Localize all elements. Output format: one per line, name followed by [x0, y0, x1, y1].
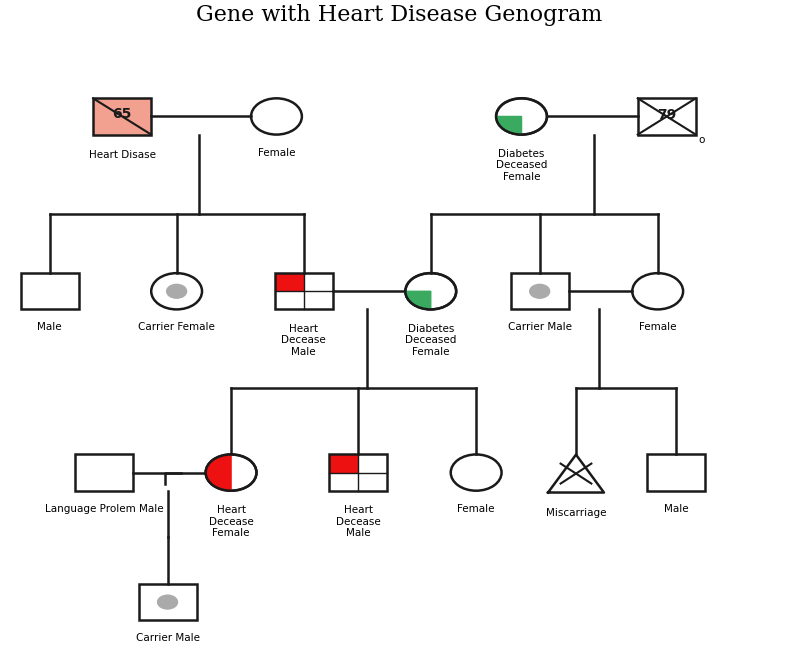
Text: Carrier Male: Carrier Male — [508, 322, 571, 332]
Text: Female: Female — [258, 148, 295, 158]
Circle shape — [496, 99, 547, 135]
Text: 79: 79 — [657, 107, 677, 121]
Text: Miscarriage: Miscarriage — [546, 508, 606, 518]
Circle shape — [451, 454, 502, 491]
Bar — [511, 273, 569, 309]
Circle shape — [151, 273, 202, 309]
Bar — [75, 454, 133, 491]
Bar — [329, 454, 387, 491]
Circle shape — [529, 284, 551, 299]
Bar — [329, 454, 387, 491]
Bar — [275, 273, 333, 309]
Bar — [275, 273, 333, 309]
Polygon shape — [206, 454, 231, 491]
Text: Male: Male — [38, 322, 62, 332]
Text: Carrier Male: Carrier Male — [136, 633, 200, 643]
Text: Carrier Female: Carrier Female — [138, 322, 215, 332]
Text: Diabetes
Deceased
Female: Diabetes Deceased Female — [405, 323, 456, 357]
Bar — [21, 273, 78, 309]
Text: Heart
Decease
Female: Heart Decease Female — [209, 505, 254, 538]
Circle shape — [251, 99, 302, 135]
Circle shape — [405, 273, 456, 309]
Circle shape — [157, 595, 178, 610]
Text: o: o — [698, 135, 705, 144]
Bar — [275, 273, 304, 291]
Text: Male: Male — [663, 504, 688, 514]
Text: Heart
Decease
Male: Heart Decease Male — [336, 505, 381, 538]
Text: Language Prolem Male: Language Prolem Male — [45, 504, 164, 514]
Circle shape — [632, 273, 683, 309]
Polygon shape — [405, 291, 431, 309]
Polygon shape — [496, 117, 522, 135]
Text: Female: Female — [639, 322, 677, 332]
Text: Heart Disase: Heart Disase — [89, 150, 156, 160]
Circle shape — [166, 284, 188, 299]
Bar — [638, 99, 696, 135]
Title: Gene with Heart Disease Genogram: Gene with Heart Disease Genogram — [196, 4, 602, 26]
Text: 65: 65 — [113, 107, 132, 121]
Bar — [329, 454, 358, 472]
Text: Heart
Decease
Male: Heart Decease Male — [282, 323, 326, 357]
Text: Female: Female — [457, 504, 495, 514]
Bar — [647, 454, 705, 491]
Text: Diabetes
Deceased
Female: Diabetes Deceased Female — [496, 149, 547, 182]
Bar — [93, 99, 151, 135]
Circle shape — [206, 454, 256, 491]
Bar — [139, 584, 196, 620]
